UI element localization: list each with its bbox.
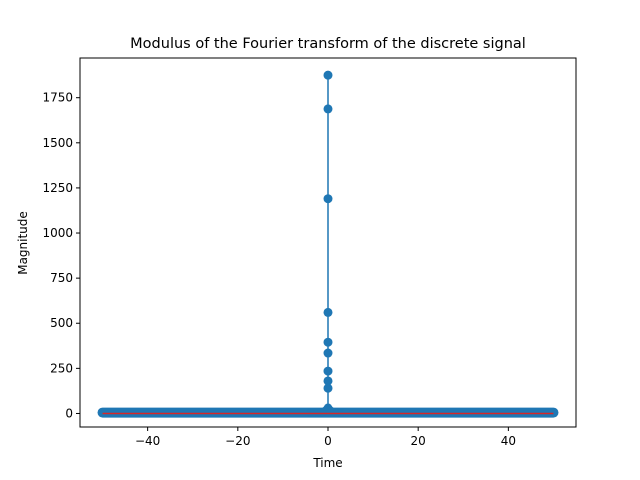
- x-axis-label: Time: [312, 456, 342, 470]
- y-tick-label: 500: [50, 316, 73, 330]
- y-axis-label: Magnitude: [16, 211, 30, 275]
- stem-marker: [342, 408, 351, 417]
- stem-marker-peak: [323, 307, 333, 317]
- stem-marker-peak: [323, 366, 333, 376]
- x-tick-label: 20: [411, 434, 426, 448]
- x-tick-label: 40: [501, 434, 516, 448]
- stem-marker-peak: [323, 194, 333, 204]
- y-tick-label: 0: [65, 406, 73, 420]
- y-tick-label: 1000: [42, 226, 73, 240]
- y-tick-label: 1750: [42, 91, 73, 105]
- stem-marker-peak: [323, 104, 333, 114]
- x-tick-label: −40: [135, 434, 160, 448]
- x-axis: −40 −20 0 20 40: [135, 427, 516, 448]
- stem-marker-peak: [323, 337, 333, 347]
- chart-title: Modulus of the Fourier transform of the …: [130, 36, 526, 52]
- x-tick-label: −20: [225, 434, 250, 448]
- y-tick-label: 1250: [42, 181, 73, 195]
- y-tick-label: 750: [50, 271, 73, 285]
- stem-marker-peak: [323, 383, 333, 393]
- plot-area: [97, 70, 559, 418]
- y-axis: 0 250 500 750 1000 1250 1500 1750: [42, 91, 80, 420]
- stem-marker-peak: [323, 70, 333, 80]
- stem-marker-peak: [323, 376, 333, 386]
- y-tick-label: 250: [50, 361, 73, 375]
- x-tick-label: 0: [324, 434, 332, 448]
- y-tick-label: 1500: [42, 136, 73, 150]
- stem-marker-peak: [323, 348, 333, 358]
